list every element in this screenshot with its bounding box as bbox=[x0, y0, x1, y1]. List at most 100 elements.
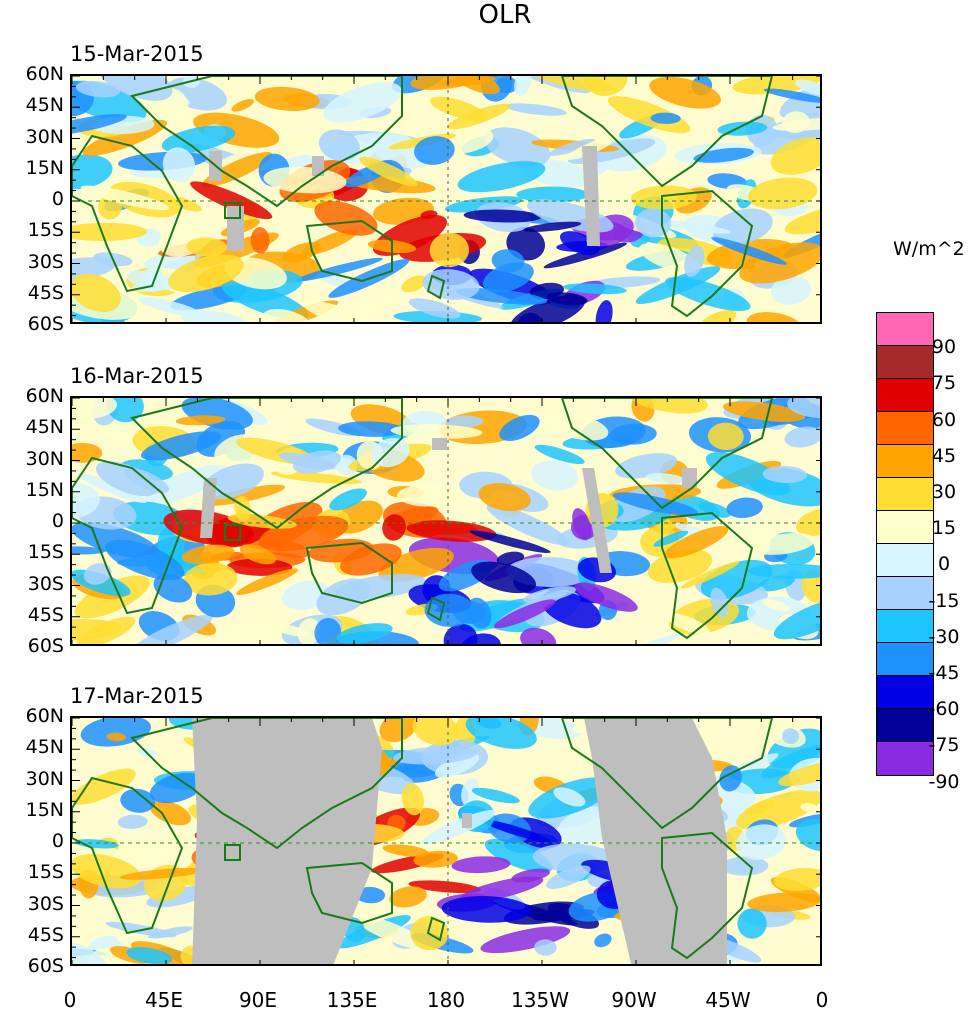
y-tick-label: 45S bbox=[27, 603, 64, 626]
olr-anomaly-patch bbox=[654, 219, 731, 234]
colorbar-label: 30 bbox=[931, 481, 957, 503]
y-tick-label: 0 bbox=[51, 830, 64, 852]
olr-anomaly-patch bbox=[190, 181, 273, 220]
olr-anomaly-patch bbox=[572, 508, 592, 541]
olr-anomaly-patch bbox=[800, 803, 819, 813]
y-tick-label: 60S bbox=[27, 313, 64, 335]
x-tick-label: 0 bbox=[815, 988, 829, 1012]
missing-data-region bbox=[312, 156, 324, 176]
olr-anomaly-patch bbox=[784, 205, 820, 235]
olr-field bbox=[72, 398, 820, 644]
coastline bbox=[560, 76, 774, 188]
panel-date-1: 15-Mar-2015 bbox=[70, 42, 204, 66]
colorbar-label: -15 bbox=[928, 589, 960, 612]
olr-anomaly-patch bbox=[761, 599, 790, 611]
olr-anomaly-patch bbox=[382, 514, 406, 541]
olr-anomaly-patch bbox=[119, 867, 205, 880]
olr-anomaly-patch bbox=[480, 926, 571, 954]
olr-anomaly-patch bbox=[181, 544, 235, 565]
olr-anomaly-patch bbox=[75, 80, 121, 98]
colorbar bbox=[876, 312, 934, 776]
olr-anomaly-patch bbox=[336, 623, 393, 644]
olr-anomaly-patch bbox=[499, 414, 540, 441]
olr-anomaly-patch bbox=[794, 79, 820, 96]
colorbar-label: 90 bbox=[931, 336, 957, 359]
olr-anomaly-patch bbox=[263, 166, 347, 194]
colorbar-segment bbox=[877, 676, 933, 709]
olr-anomaly-patch bbox=[531, 460, 579, 491]
olr-anomaly-patch bbox=[74, 839, 119, 849]
olr-anomaly-patch bbox=[80, 185, 170, 211]
olr-anomaly-patch bbox=[161, 125, 236, 153]
olr-anomaly-patch bbox=[737, 908, 767, 939]
olr-anomaly-patch bbox=[254, 86, 320, 111]
y-tick-label: 0 bbox=[51, 188, 64, 210]
olr-anomaly-patch bbox=[781, 111, 810, 134]
olr-anomaly-patch bbox=[338, 421, 404, 437]
colorbar-segment bbox=[877, 610, 933, 643]
olr-anomaly-patch bbox=[680, 561, 740, 589]
olr-anomaly-patch bbox=[647, 549, 713, 584]
y-tick-label: 15S bbox=[27, 541, 64, 564]
olr-anomaly-patch bbox=[126, 270, 159, 288]
olr-anomaly-patch bbox=[787, 398, 820, 418]
y-tick-label: 30N bbox=[25, 767, 64, 790]
olr-anomaly-patch bbox=[455, 287, 548, 305]
colorbar-label: -45 bbox=[928, 662, 960, 684]
olr-anomaly-patch bbox=[760, 745, 820, 779]
coastline bbox=[305, 219, 393, 283]
coastline bbox=[305, 861, 393, 925]
coastline bbox=[130, 76, 403, 208]
olr-anomaly-patch bbox=[523, 586, 577, 603]
colorbar-segment bbox=[877, 313, 933, 346]
olr-anomaly-patch bbox=[421, 810, 497, 845]
olr-anomaly-patch bbox=[630, 185, 697, 210]
olr-anomaly-patch bbox=[447, 103, 511, 130]
olr-anomaly-patch bbox=[665, 276, 751, 312]
olr-anomaly-patch bbox=[482, 262, 534, 293]
missing-data-region bbox=[582, 146, 600, 246]
olr-anomaly-patch bbox=[514, 76, 532, 96]
olr-anomaly-patch bbox=[408, 880, 482, 894]
olr-anomaly-patch bbox=[138, 297, 203, 318]
olr-anomaly-patch bbox=[523, 221, 582, 232]
coastline bbox=[426, 916, 446, 942]
olr-anomaly-patch bbox=[271, 471, 362, 485]
panel-date-2: 16-Mar-2015 bbox=[70, 364, 204, 388]
olr-anomaly-patch bbox=[183, 562, 238, 596]
coastline bbox=[661, 831, 754, 960]
y-tick-label: 15N bbox=[25, 798, 64, 821]
colorbar-label: 15 bbox=[931, 517, 957, 540]
olr-anomaly-patch bbox=[726, 497, 763, 519]
olr-anomaly-patch bbox=[231, 99, 254, 112]
olr-anomaly-patch bbox=[778, 761, 820, 787]
olr-anomaly-patch bbox=[516, 186, 589, 203]
region-box bbox=[224, 202, 241, 219]
olr-anomaly-patch bbox=[413, 850, 459, 868]
x-tick-label: 135W bbox=[511, 988, 569, 1012]
colorbar-segment bbox=[877, 412, 933, 445]
olr-anomaly-patch bbox=[236, 568, 299, 595]
map-panel-3 bbox=[70, 716, 822, 966]
olr-anomaly-patch bbox=[72, 222, 148, 242]
olr-anomaly-patch bbox=[72, 619, 122, 641]
olr-field bbox=[72, 76, 820, 322]
colorbar-label: -75 bbox=[928, 734, 960, 757]
olr-anomaly-patch bbox=[239, 544, 276, 565]
olr-anomaly-patch bbox=[106, 732, 126, 742]
region-box bbox=[224, 524, 241, 541]
olr-anomaly-patch bbox=[329, 488, 367, 511]
olr-anomaly-patch bbox=[770, 275, 812, 305]
olr-anomaly-patch bbox=[534, 939, 557, 956]
olr-anomaly-patch bbox=[168, 254, 244, 293]
y-tick-label: 30N bbox=[25, 125, 64, 148]
y-tick-label: 45S bbox=[27, 281, 64, 304]
olr-anomaly-patch bbox=[314, 200, 378, 236]
y-tick-label: 15N bbox=[25, 478, 64, 501]
coastline bbox=[72, 456, 184, 615]
olr-anomaly-patch bbox=[664, 526, 729, 559]
x-tick-label: 45E bbox=[144, 988, 184, 1012]
y-tick-label: 60S bbox=[27, 635, 64, 657]
olr-anomaly-patch bbox=[478, 483, 531, 512]
olr-anomaly-patch bbox=[707, 422, 744, 450]
